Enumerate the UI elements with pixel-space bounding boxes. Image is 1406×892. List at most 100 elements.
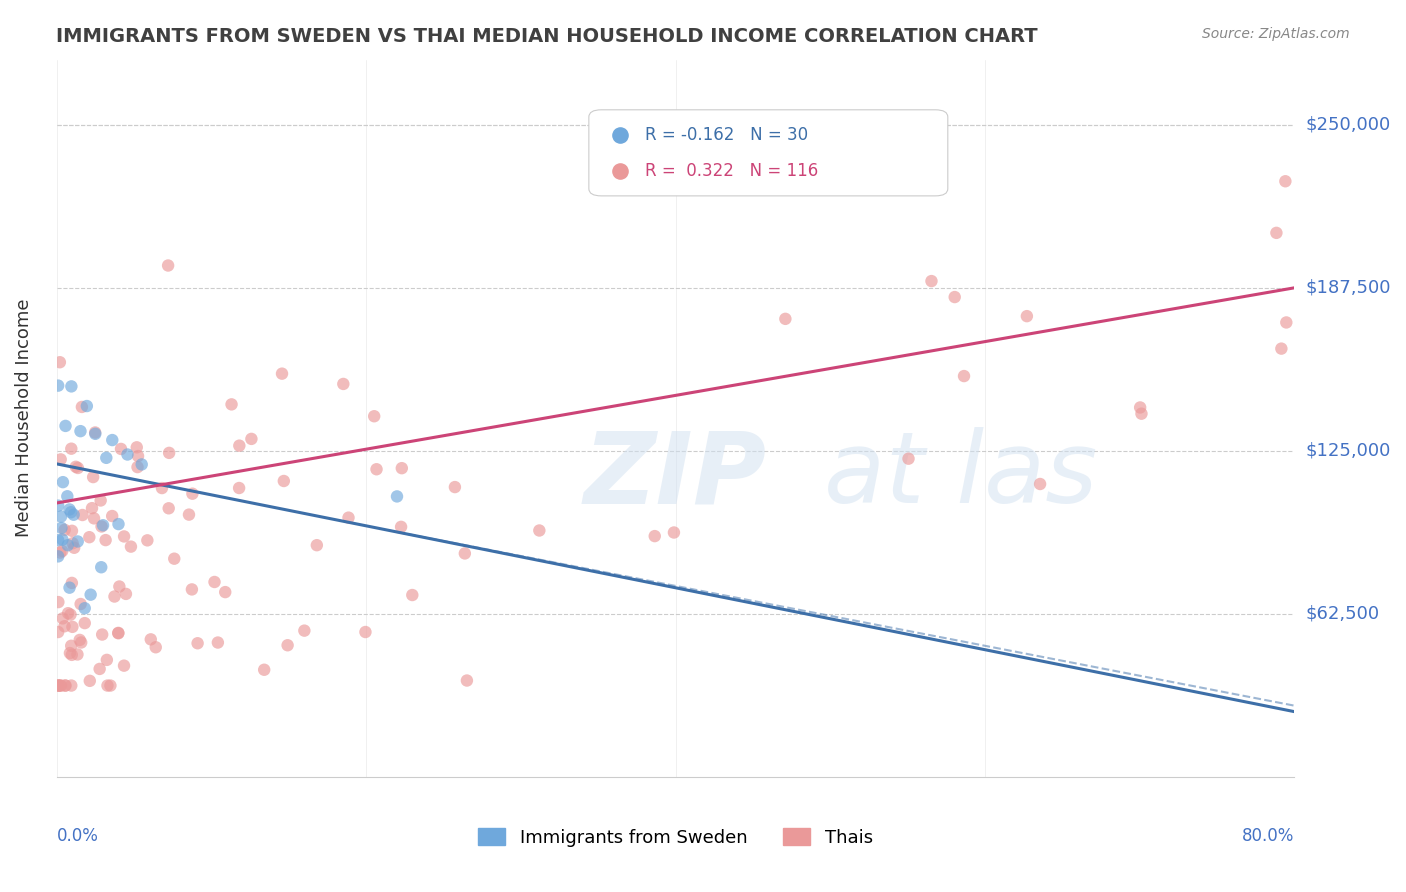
Point (108, 580, 131, 594)
Point (157, 446, 180, 460)
Point (49, 509, 72, 524)
Point (59, 505, 82, 519)
Point (46, 378, 69, 392)
Point (749, 770, 772, 784)
Point (214, 585, 236, 599)
Point (100, 679, 122, 693)
Point (60, 679, 83, 693)
Point (90, 560, 112, 574)
Point (55, 679, 77, 693)
Point (101, 433, 124, 447)
Point (96, 450, 118, 465)
Point (1274, 174, 1296, 188)
Point (181, 486, 204, 500)
Point (337, 510, 360, 524)
Point (305, 538, 328, 552)
Point (49, 679, 72, 693)
Text: R = -0.162   N = 30: R = -0.162 N = 30 (644, 126, 807, 144)
Point (775, 311, 797, 326)
Point (253, 663, 276, 677)
Point (58, 581, 80, 595)
Text: $187,500: $187,500 (1306, 279, 1391, 297)
Point (385, 490, 408, 504)
Point (115, 587, 138, 601)
Text: Source: ZipAtlas.com: Source: ZipAtlas.com (1202, 27, 1350, 41)
Point (391, 461, 413, 475)
Point (1029, 477, 1052, 491)
Point (46, 679, 69, 693)
Point (96, 653, 118, 667)
Point (1265, 226, 1288, 240)
Point (444, 480, 467, 494)
Point (187, 636, 209, 650)
Point (46, 499, 69, 513)
Point (127, 449, 149, 463)
Point (49, 355, 72, 369)
Text: $62,500: $62,500 (1306, 605, 1379, 623)
Point (749, 770, 772, 784)
Point (366, 462, 388, 476)
Point (72, 508, 94, 522)
Text: at las: at las (824, 427, 1098, 524)
Text: ZIP: ZIP (583, 427, 768, 524)
Text: R =  0.322   N = 116: R = 0.322 N = 116 (644, 161, 818, 180)
Point (204, 574, 226, 589)
Point (454, 546, 477, 560)
Point (163, 551, 186, 566)
Point (240, 432, 263, 446)
Text: $250,000: $250,000 (1306, 116, 1391, 134)
Point (90, 519, 112, 533)
Text: 0.0%: 0.0% (56, 827, 98, 845)
Point (79, 673, 101, 688)
Point (1129, 401, 1152, 415)
Point (103, 590, 125, 604)
Point (56, 538, 79, 552)
Point (177, 508, 200, 522)
Point (65, 459, 87, 474)
Point (49, 452, 72, 467)
Point (62, 508, 84, 522)
Point (73, 601, 96, 615)
Point (94, 533, 117, 547)
Point (51, 521, 73, 535)
Point (69, 632, 91, 647)
Point (389, 520, 412, 534)
Point (60, 379, 83, 393)
Point (271, 367, 294, 381)
Point (53, 523, 76, 537)
Point (101, 508, 124, 523)
Point (107, 626, 129, 640)
Point (51, 544, 73, 558)
Point (52, 611, 75, 625)
Point (82, 470, 104, 484)
Point (91, 627, 114, 641)
Point (58, 502, 80, 516)
Point (150, 481, 173, 495)
Point (953, 369, 976, 384)
Text: 80.0%: 80.0% (1241, 827, 1295, 845)
Point (49, 679, 72, 693)
Point (644, 529, 666, 543)
Point (332, 376, 354, 391)
Point (66, 461, 89, 475)
Point (110, 442, 132, 456)
Point (1015, 309, 1038, 323)
Point (89, 662, 111, 676)
FancyBboxPatch shape (589, 110, 948, 196)
Point (70, 635, 93, 649)
Point (157, 501, 180, 516)
Point (73, 616, 96, 631)
Point (107, 517, 129, 532)
Point (46, 625, 69, 640)
Point (53, 679, 76, 693)
Point (76, 399, 98, 413)
Point (127, 460, 149, 475)
Point (60, 639, 83, 653)
Point (79, 530, 101, 544)
Point (48, 679, 70, 693)
Point (90, 493, 112, 508)
Point (56, 489, 79, 503)
Point (943, 290, 966, 304)
Point (59, 646, 82, 660)
Point (136, 533, 159, 548)
